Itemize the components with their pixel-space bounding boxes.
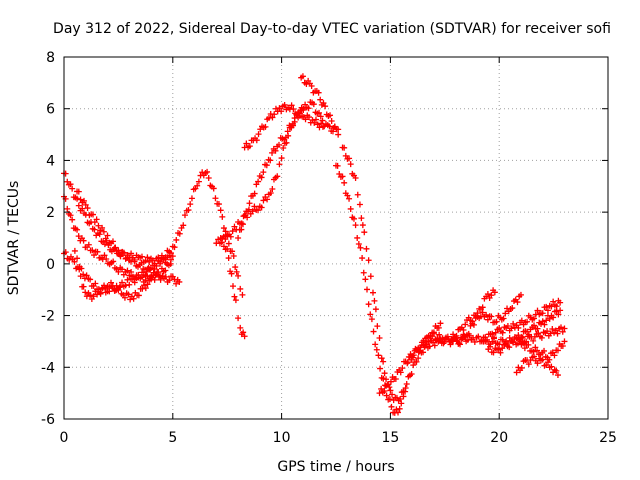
y-tick-label: -6 [41,412,55,428]
x-tick-label: 0 [60,430,69,446]
x-axis-label: GPS time / hours [277,459,394,475]
plus-markers [517,324,568,346]
y-axis-label: SDTVAR / TECUs [6,181,22,296]
plus-markers [333,162,409,416]
series-sat-o [448,291,524,342]
plus-markers [513,353,561,379]
plus-markers [235,99,342,241]
data-points [61,73,568,416]
series-sat-e [74,188,183,287]
x-tick-label: 5 [168,430,177,446]
axis-ticks [63,56,609,420]
series-sat-q [513,353,561,379]
series-sat-r [485,335,568,363]
y-tick-label: 6 [46,102,55,118]
series-sat-l [333,162,409,416]
series-sat-p [478,297,564,345]
plus-markers [71,247,155,303]
chart-title: Day 312 of 2022, Sidereal Day-to-day VTE… [53,21,611,37]
plus-markers [448,291,524,342]
x-tick-label: 15 [381,430,399,446]
y-tick-label: 4 [46,153,55,169]
plus-markers [213,104,307,247]
grid-lines [64,57,608,419]
y-tick-label: 2 [46,205,55,221]
plus-markers [478,297,564,345]
series-sat-g [235,99,342,241]
plus-markers [74,188,183,287]
y-tick-labels: -6 -4 -2 0 2 4 6 8 [41,50,55,428]
plus-markers [485,335,568,363]
series-sat-d [71,247,155,303]
plot-frame [63,56,609,420]
series-sat-s [517,324,568,346]
plus-markers [217,235,248,340]
y-tick-label: -4 [41,360,55,376]
y-tick-label: -2 [41,309,55,325]
x-tick-label: 20 [490,430,508,446]
x-tick-label: 10 [273,430,291,446]
series-sat-i [213,104,307,247]
plus-markers [298,73,342,138]
x-tick-labels: 0 5 10 15 20 25 [60,430,617,446]
x-tick-label: 25 [599,430,617,446]
y-tick-label: 0 [46,257,55,273]
y-tick-label: 8 [46,50,55,66]
series-sat-f [217,235,248,340]
series-sat-j [298,73,342,138]
